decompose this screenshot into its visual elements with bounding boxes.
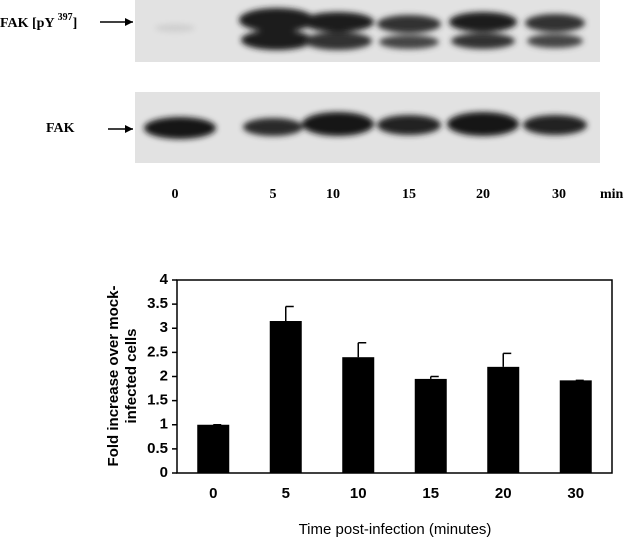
blot-bands bbox=[155, 8, 585, 50]
x-tick-label: 0 bbox=[209, 485, 217, 502]
error-bar bbox=[430, 375, 439, 379]
y-tick-label: 0 bbox=[160, 464, 168, 481]
bar bbox=[559, 380, 592, 473]
x-tick-label: 20 bbox=[495, 485, 512, 502]
label-part: FAK [pY bbox=[0, 16, 58, 31]
arrow-head bbox=[125, 125, 133, 133]
x-tick-label: 10 bbox=[350, 485, 367, 502]
y-tick-label: 3 bbox=[160, 319, 168, 336]
y-tick-label: 2.5 bbox=[147, 343, 168, 360]
lane-label: 30 bbox=[552, 187, 566, 202]
bar bbox=[414, 378, 447, 473]
x-tick-label: 30 bbox=[567, 485, 584, 502]
label-sup: 397 bbox=[58, 12, 73, 23]
y-tick-label: 0.5 bbox=[147, 440, 168, 457]
x-tick-label: 5 bbox=[282, 485, 290, 502]
blot-panel bbox=[135, 0, 600, 62]
lane-label: 20 bbox=[476, 187, 490, 202]
blot-label: FAK bbox=[46, 121, 75, 136]
lane-label: 5 bbox=[270, 187, 277, 202]
error-bar bbox=[502, 352, 512, 367]
lane-label: 0 bbox=[172, 187, 179, 202]
error-bar bbox=[357, 341, 367, 358]
y-tick-label: 2 bbox=[160, 367, 168, 384]
y-axis-label: Fold increase over mock- bbox=[105, 286, 122, 467]
arrow-head bbox=[125, 18, 133, 26]
y-axis-label: infected cells bbox=[123, 328, 140, 423]
blot-label: FAK [pY 397] bbox=[0, 12, 77, 31]
blot-bands bbox=[144, 112, 587, 139]
y-tick-label: 1 bbox=[160, 416, 168, 433]
y-tick-label: 4 bbox=[160, 271, 169, 288]
bar bbox=[487, 366, 520, 473]
bar bbox=[197, 424, 230, 473]
lane-label: 15 bbox=[402, 187, 416, 202]
bar bbox=[342, 357, 375, 473]
y-tick-label: 3.5 bbox=[147, 295, 168, 312]
x-axis-label: Time post-infection (minutes) bbox=[299, 521, 492, 538]
y-tick-label: 1.5 bbox=[147, 392, 168, 409]
label-part: ] bbox=[73, 16, 78, 31]
plot-frame bbox=[176, 279, 613, 474]
lane-unit: min bbox=[600, 187, 624, 202]
lane-label: 10 bbox=[326, 187, 340, 202]
x-tick-label: 15 bbox=[422, 485, 439, 502]
error-bar bbox=[285, 305, 294, 322]
bar bbox=[269, 321, 302, 473]
